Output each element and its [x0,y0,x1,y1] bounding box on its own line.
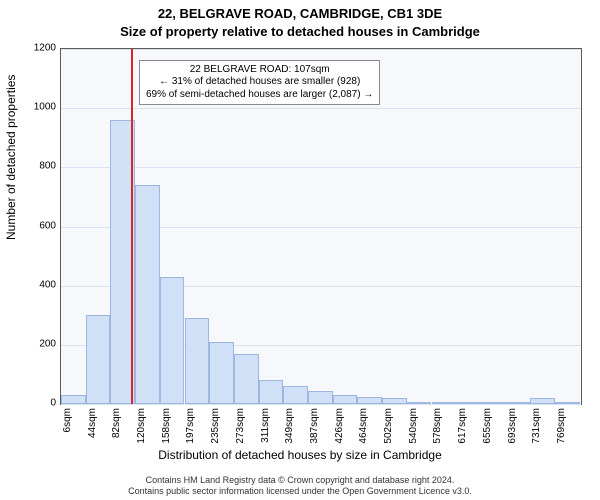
x-tick-label: 311sqm [260,408,271,443]
y-tick-label: 1200 [16,43,56,54]
gridline-h [61,404,581,405]
y-axis-label: Number of detached properties [4,75,18,240]
x-tick-label: 617sqm [457,408,468,444]
x-tick-label: 273sqm [235,408,246,444]
annotation-line-3: 69% of semi-detached houses are larger (… [146,89,373,102]
histogram-bar [357,397,382,404]
y-tick-label: 400 [16,279,56,290]
histogram-bar [555,402,580,404]
reference-line [131,49,133,404]
footer-line-1: Contains HM Land Registry data © Crown c… [0,475,600,487]
chart-container: 22, BELGRAVE ROAD, CAMBRIDGE, CB1 3DE Si… [0,0,600,500]
x-tick-label: 44sqm [87,408,98,438]
histogram-bar [506,402,531,404]
histogram-bar [432,402,457,404]
y-tick-label: 0 [16,398,56,409]
histogram-bar [185,318,210,404]
histogram-bar [209,342,234,404]
histogram-bar [481,402,506,404]
y-tick-label: 800 [16,161,56,172]
x-axis-label: Distribution of detached houses by size … [0,448,600,462]
footer-attribution: Contains HM Land Registry data © Crown c… [0,475,600,498]
histogram-bar [382,398,407,404]
x-tick-label: 82sqm [111,408,122,438]
x-tick-label: 349sqm [284,408,295,444]
x-tick-label: 578sqm [432,408,443,444]
histogram-bar [333,395,358,404]
x-tick-label: 655sqm [482,408,493,444]
x-tick-label: 6sqm [62,408,73,432]
x-tick-label: 387sqm [309,408,320,444]
histogram-bar [86,315,111,404]
x-tick-label: 464sqm [358,408,369,444]
footer-line-2: Contains public sector information licen… [0,486,600,498]
plot-area: 6sqm44sqm82sqm120sqm158sqm197sqm235sqm27… [60,48,582,405]
y-tick-label: 200 [16,338,56,349]
annotation-line-2: ← 31% of detached houses are smaller (92… [146,76,373,89]
annotation-box: 22 BELGRAVE ROAD: 107sqm← 31% of detache… [139,60,380,106]
histogram-bar [407,402,432,404]
histogram-bar [61,395,86,404]
x-tick-label: 235sqm [210,408,221,444]
annotation-line-1: 22 BELGRAVE ROAD: 107sqm [146,64,373,77]
x-tick-label: 731sqm [531,408,542,444]
histogram-bar [530,398,555,404]
chart-title-address: 22, BELGRAVE ROAD, CAMBRIDGE, CB1 3DE [0,6,600,21]
chart-subtitle: Size of property relative to detached ho… [0,24,600,39]
x-tick-label: 693sqm [507,408,518,444]
histogram-bar [283,386,308,404]
histogram-bar [456,402,481,404]
histogram-bar [135,185,160,404]
x-tick-label: 197sqm [185,408,196,444]
gridline-h [61,167,581,168]
x-tick-label: 120sqm [136,408,147,444]
histogram-bar [259,380,284,404]
x-tick-label: 502sqm [383,408,394,444]
y-tick-label: 1000 [16,102,56,113]
x-tick-label: 769sqm [556,408,567,444]
histogram-bar [308,391,333,404]
x-tick-label: 158sqm [161,408,172,444]
histogram-bar [234,354,259,404]
gridline-h [61,49,581,50]
gridline-h [61,108,581,109]
x-tick-label: 426sqm [334,408,345,444]
x-tick-label: 540sqm [408,408,419,444]
histogram-bar [160,277,185,404]
y-tick-label: 600 [16,220,56,231]
